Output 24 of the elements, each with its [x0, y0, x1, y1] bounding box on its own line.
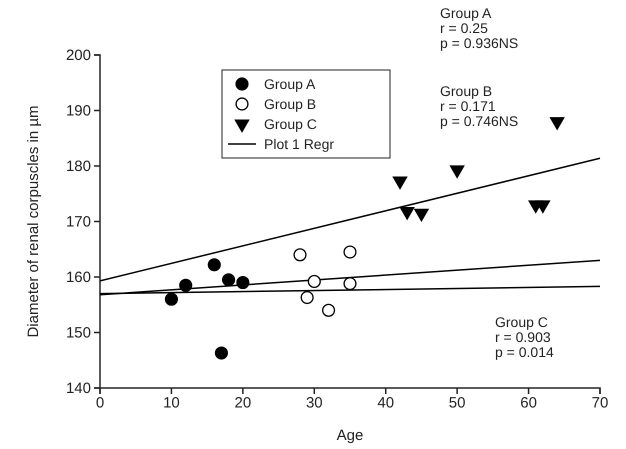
- annotation: Group B r = 0.171 p = 0.746NS: [440, 83, 518, 129]
- y-tick-label: 160: [66, 268, 91, 286]
- x-axis-title: Age: [336, 427, 364, 444]
- legend-label: Group A: [264, 76, 316, 92]
- y-axis-title: Diameter of renal corpuscles in µm: [25, 105, 42, 338]
- x-tick-label: 60: [520, 394, 537, 412]
- text: Group A r = 0.25 p = 0.936NS: [440, 5, 518, 51]
- x-tick-label: 0: [96, 394, 104, 412]
- annotation: Group C r = 0.903 p = 0.014: [495, 314, 554, 360]
- x-tick-label: 20: [234, 394, 252, 412]
- y-tick-label: 190: [66, 102, 91, 120]
- y-tick-label: 180: [66, 158, 91, 175]
- legend-label: Group B: [264, 96, 316, 112]
- y-tick-label: 140: [66, 380, 91, 397]
- y-tick-label: 170: [66, 213, 91, 230]
- x-tick-label: 70: [592, 394, 608, 412]
- legend-label: Group C: [264, 116, 317, 132]
- y-tick-label: 200: [66, 46, 91, 64]
- legend-label: Plot 1 Regr: [264, 136, 334, 152]
- x-tick-label: 40: [377, 394, 394, 412]
- x-tick-label: 30: [306, 394, 323, 412]
- y-tick-label: 150: [66, 324, 91, 342]
- x-tick-label: 10: [163, 394, 180, 412]
- x-tick-label: 50: [448, 394, 466, 412]
